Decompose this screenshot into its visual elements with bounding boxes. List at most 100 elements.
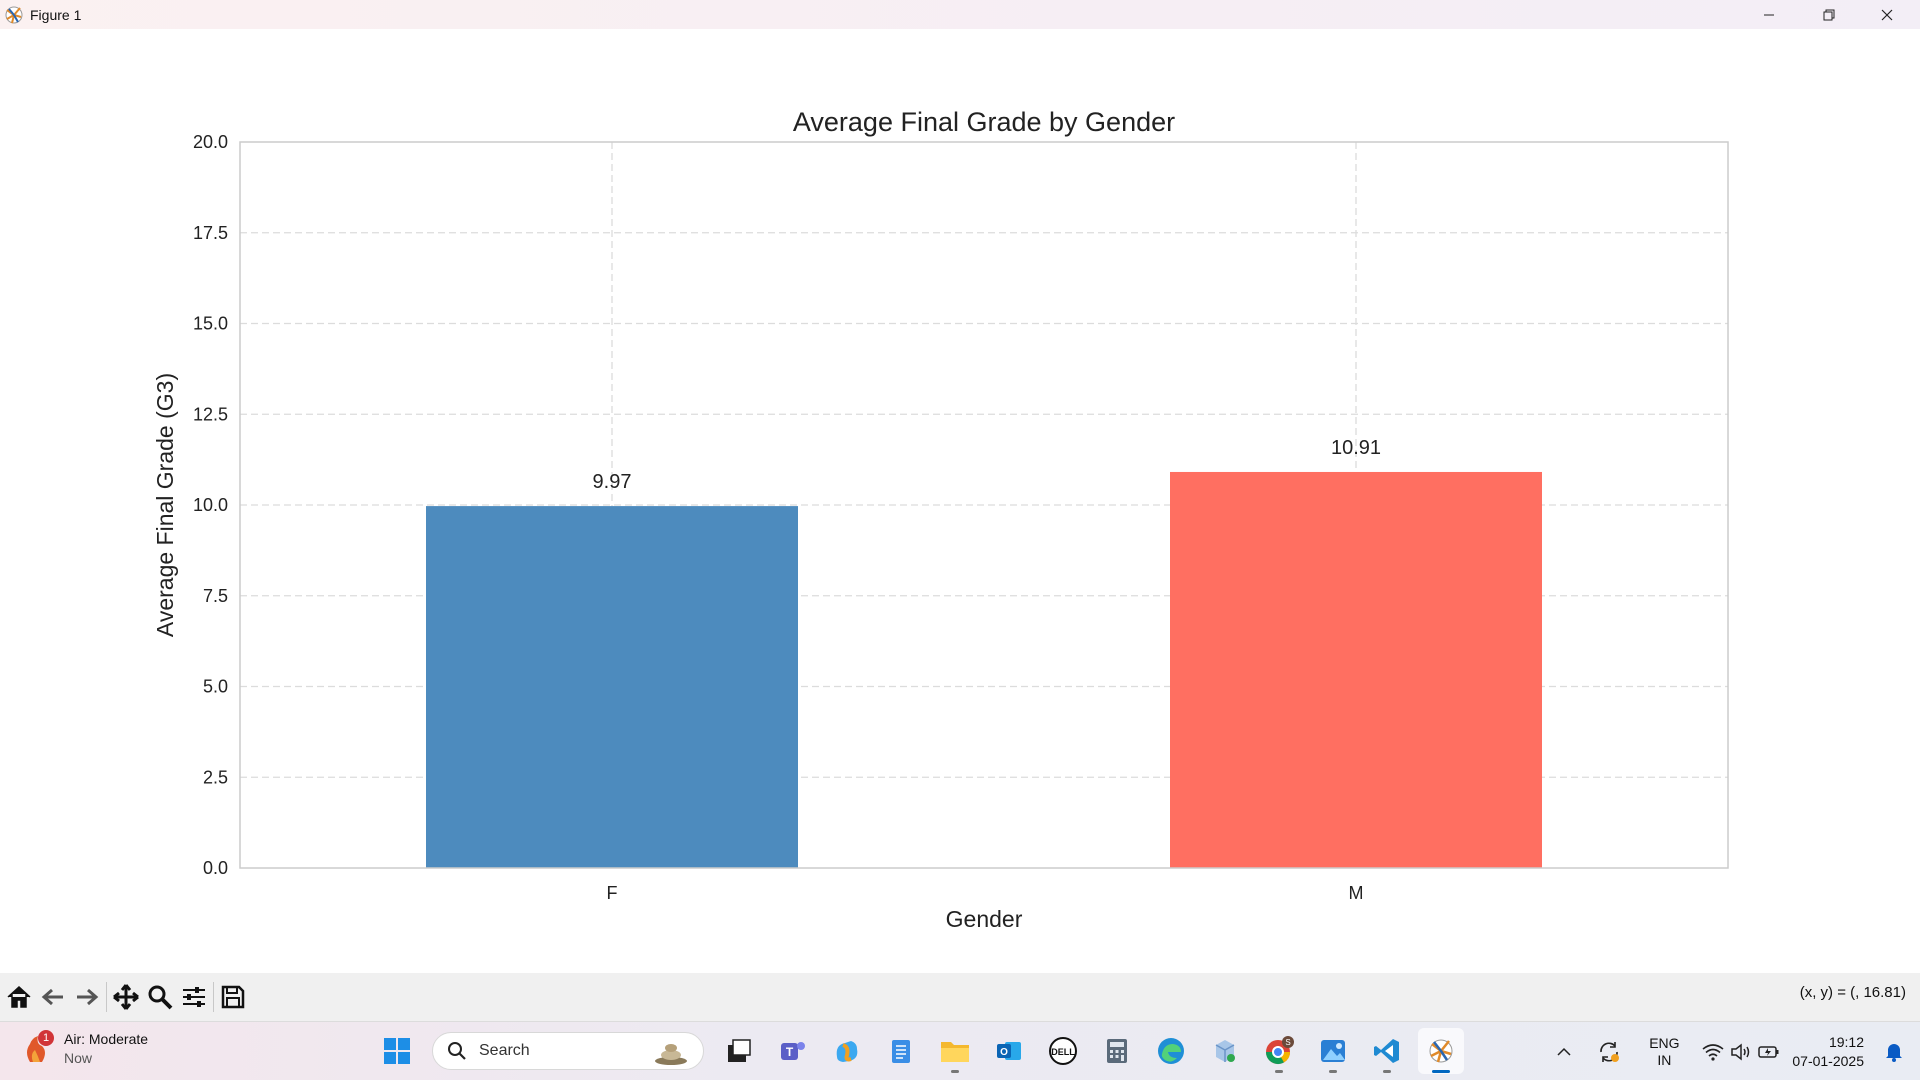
save-icon [221,985,245,1009]
save-button[interactable] [216,980,250,1014]
task-view-icon [728,1039,751,1062]
notifications-button[interactable] [1876,1042,1912,1062]
taskbar-notepad[interactable] [878,1028,924,1074]
back-button[interactable] [36,980,70,1014]
weather-status: Air: Moderate [64,1031,149,1047]
zoom-button[interactable] [143,980,177,1014]
taskbar-copilot[interactable] [824,1028,870,1074]
y-tick-label: 0.0 [203,858,228,878]
language-indicator[interactable]: ENG IN [1638,1035,1690,1069]
notification-bell-icon [1886,1043,1902,1062]
taskbar-store-app[interactable] [1202,1028,1248,1074]
taskbar-vscode[interactable] [1364,1028,1410,1074]
y-tick-label: 2.5 [203,767,228,787]
dell-icon: DELL [1049,1037,1077,1065]
home-button[interactable] [2,980,36,1014]
folder-icon [941,1042,969,1062]
bar-f [426,506,798,868]
y-tick-label: 5.0 [203,677,228,697]
vscode-icon [1374,1039,1399,1063]
sync-status-button[interactable] [1592,1040,1626,1064]
y-tick-label: 10.0 [193,495,228,515]
taskbar-outlook[interactable]: O [986,1028,1032,1074]
taskbar-file-explorer[interactable] [932,1028,978,1074]
y-tick-label: 20.0 [193,132,228,152]
y-axis-label: Average Final Grade (G3) [152,373,178,637]
y-tick-label: 15.0 [193,314,228,334]
close-icon [1881,9,1893,20]
start-button[interactable] [374,1028,420,1074]
svg-text:O: O [1000,1047,1008,1058]
photos-icon [1321,1040,1345,1062]
search-highlight-icon [655,1044,687,1065]
system-tray: ENG IN 19:12 07-01-2025 [1542,1022,1920,1081]
pan-button[interactable] [109,980,143,1014]
chrome-profile-badge: S [1285,1038,1290,1047]
forward-icon [77,988,99,1006]
chart-title: Average Final Grade by Gender [793,107,1175,137]
svg-text:T: T [786,1045,794,1059]
x-axis-label: Gender [946,906,1023,932]
taskbar-calculator[interactable] [1094,1028,1140,1074]
windows-taskbar: 1 Air: Moderate Now Search T [0,1021,1920,1080]
y-tick-label: 7.5 [203,586,228,606]
forward-button[interactable] [70,980,104,1014]
taskbar-search[interactable]: Search [432,1032,704,1070]
bar-value-label: 10.91 [1331,437,1381,459]
toolbar-separator [106,982,107,1012]
configure-button[interactable] [177,980,211,1014]
chrome-icon: S [1266,1036,1294,1065]
taskbar-chrome[interactable]: S [1256,1028,1302,1074]
taskbar-matplotlib-figure[interactable] [1418,1028,1464,1074]
clock[interactable]: 19:12 07-01-2025 [1792,1033,1864,1071]
running-indicator [1275,1070,1283,1073]
zoom-icon [148,985,173,1010]
weather-notification-badge: 1 [38,1030,54,1046]
chevron-up-icon [1557,1047,1571,1056]
running-indicator [1383,1070,1391,1073]
language-region: IN [1657,1051,1672,1068]
close-button[interactable] [1858,0,1916,29]
taskbar-teams[interactable]: T [770,1028,816,1074]
wifi-icon [1702,1043,1724,1061]
weather-time: Now [64,1050,93,1066]
quick-settings-button[interactable] [1702,1042,1780,1061]
clock-time: 19:12 [1828,1033,1864,1050]
configure-icon [183,987,205,1007]
copilot-icon [836,1041,858,1062]
restore-button[interactable] [1800,0,1858,29]
window-titlebar: Figure 1 [0,0,1920,29]
x-tick-label: M [1349,883,1364,903]
taskbar-task-view[interactable] [716,1028,762,1074]
matplotlib-app-icon [5,6,23,23]
minimize-button[interactable] [1740,0,1798,29]
taskbar-photos[interactable] [1310,1028,1356,1074]
bar-value-label: 9.97 [593,471,632,493]
running-indicator [1329,1070,1337,1073]
notepad-icon [892,1040,910,1063]
weather-widget[interactable]: 1 Air: Moderate Now [22,1030,148,1068]
figure-canvas[interactable]: 0.0 2.5 5.0 7.5 10.0 12.5 15.0 17.5 20.0 F M 9.97 1… [0,29,1920,973]
home-icon [7,985,31,1008]
search-placeholder: Search [479,1042,530,1059]
back-icon [41,988,63,1006]
edge-icon [1158,1038,1184,1064]
running-indicator [951,1070,959,1073]
navigation-toolbar [0,973,1920,1021]
taskbar-dell[interactable]: DELL [1040,1028,1086,1074]
matplotlib-icon [1429,1039,1453,1063]
bar-m [1170,471,1542,868]
weather-icon: 1 [22,1030,56,1066]
y-tick-label: 17.5 [193,223,228,243]
calculator-icon [1107,1039,1127,1063]
active-indicator [1432,1070,1450,1073]
search-icon [448,1042,466,1060]
bar-chart: 0.0 2.5 5.0 7.5 10.0 12.5 15.0 17.5 20.0 F M 9.97 1… [152,107,1729,932]
window-title: Figure 1 [30,6,82,23]
show-hidden-icons-button[interactable] [1548,1047,1580,1057]
cursor-coordinates: (x, y) = (, 16.81) [1799,984,1906,1001]
battery-icon [1758,1045,1779,1058]
taskbar-edge[interactable] [1148,1028,1194,1074]
x-tick-label: F [607,883,618,903]
language-code: ENG [1649,1034,1680,1051]
